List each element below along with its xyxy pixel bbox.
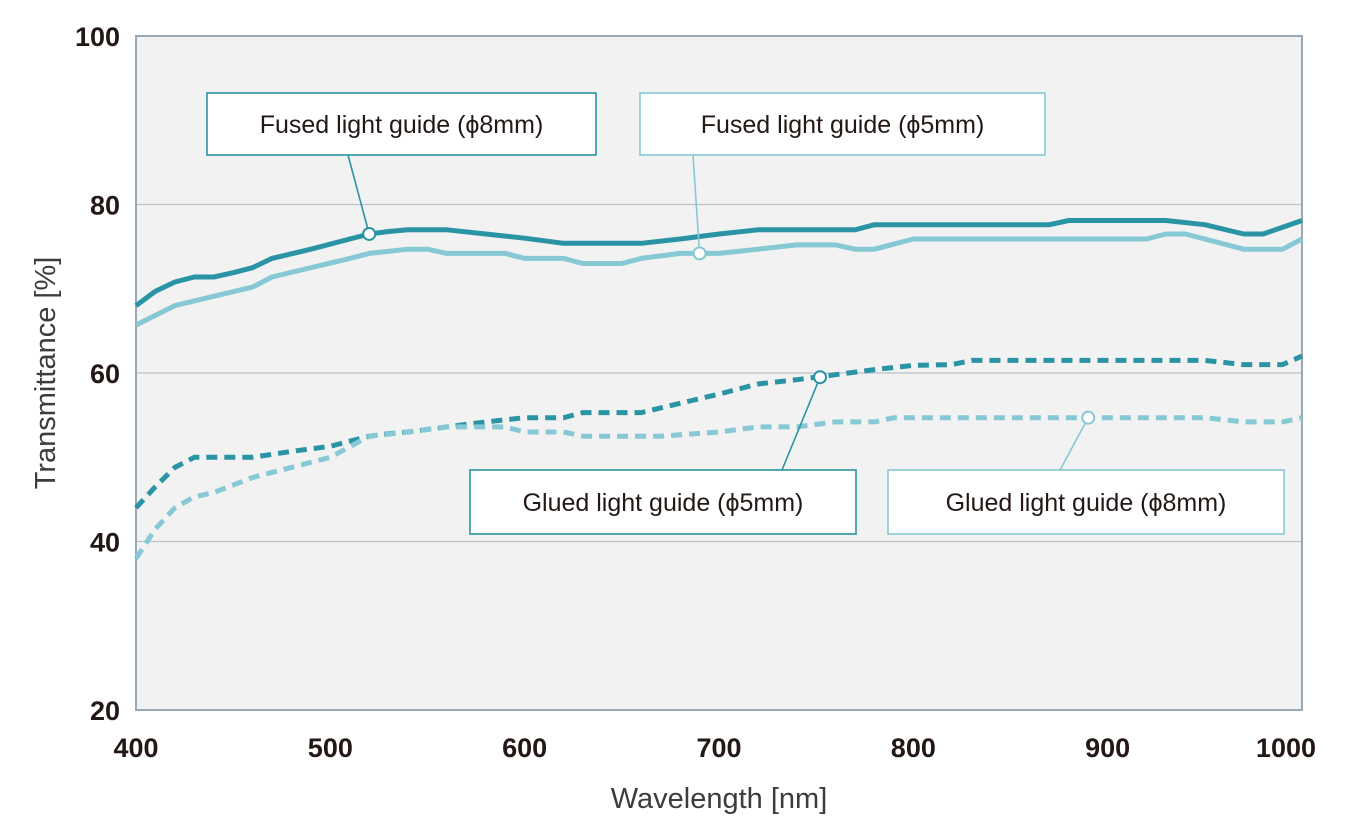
series-line-3 [134,353,1304,510]
series-layer [133,218,1304,560]
x-tick-label: 500 [308,733,353,763]
y-tick-label: 80 [90,191,120,221]
y-tick-label: 60 [90,359,120,389]
callout-box [887,469,1285,535]
plot-frame [135,35,1303,711]
callout-leader-line [1059,417,1089,471]
series-callout: Glued light guide (ϕ8mm) [887,410,1285,535]
x-axis-label: Wavelength [nm] [611,783,828,815]
y-axis-label: Transmittance [%] [30,257,62,490]
series-line-4 [133,415,1303,560]
x-tick-label: 1000 [1256,733,1316,763]
callout-box [639,92,1046,156]
series-callout: Glued light guide (ϕ5mm) [469,370,857,535]
x-axis-ticks: 400 500 600 700 800 900 1000 [113,733,1316,763]
y-tick-label: 40 [90,528,120,558]
callout-marker [813,370,828,385]
callout-label: Fused light guide (ϕ5mm) [701,111,985,139]
x-tick-label: 900 [1085,733,1130,763]
x-tick-label: 800 [891,733,936,763]
callout-marker [692,246,707,261]
y-axis-ticks: 20 40 60 80 100 [75,22,120,726]
x-tick-label: 400 [113,733,158,763]
x-tick-label: 600 [502,733,547,763]
callout-leader-line [781,376,821,471]
callout-leader-line [347,154,370,235]
callout-label: Glued light guide (ϕ5mm) [523,489,804,517]
series-callout: Fused light guide (ϕ5mm) [639,92,1046,261]
series-line-2 [134,231,1304,328]
x-tick-label: 700 [696,733,741,763]
series-line-1 [134,218,1303,308]
callout-layer: Fused light guide (ϕ8mm) Fused light guid… [206,92,1285,535]
callout-box [469,469,857,535]
callout-marker [1081,410,1096,425]
callout-label: Fused light guide (ϕ8mm) [260,111,544,139]
y-tick-label: 20 [90,696,120,726]
y-tick-label: 100 [75,22,120,52]
gridlines [136,203,1302,543]
series-callout: Fused light guide (ϕ8mm) [206,92,597,241]
callout-label: Glued light guide (ϕ8mm) [946,489,1227,517]
callout-leader-line [692,154,701,254]
callout-marker [362,226,377,241]
callout-box [206,92,597,156]
